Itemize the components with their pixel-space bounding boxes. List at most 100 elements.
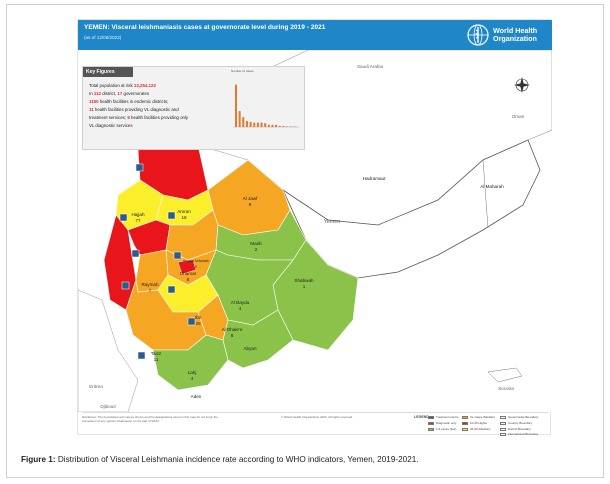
label-al-jawf-value: 9 <box>249 202 252 207</box>
label-hajjah: Hajjah <box>131 212 144 217</box>
key-figure-facilities: 1150 health facilities in endemic distri… <box>89 99 168 104</box>
label-eritrea: Eritrea <box>89 384 103 389</box>
key-figures-title: Key Figures <box>83 67 133 77</box>
chart-bar <box>242 117 245 127</box>
legend-label: 1-9 cases (low) <box>436 427 457 431</box>
label-aden: Aden <box>191 394 202 399</box>
label-oman: Oman <box>512 114 525 119</box>
legend-label: Treatment centre <box>436 415 459 419</box>
treatment-centre-icon <box>131 249 140 258</box>
key-figure-districts: In 112 district, 17 governorates <box>89 91 149 96</box>
key-figure-population: Total population at risk 13,254,122 <box>89 83 156 88</box>
label-saudi-arabia: Saudi Arabia <box>357 64 383 69</box>
label-dhamar-value: 8 <box>187 277 190 282</box>
label-al-bayda-value: 4 <box>239 306 242 311</box>
legend-item: District Boundary <box>500 427 531 431</box>
label-taizz: Taizz <box>151 351 162 356</box>
caption-label: Figure 1: <box>21 455 56 464</box>
chart-bar <box>275 124 278 127</box>
legend-item: VL cases (Median) <box>462 415 495 419</box>
treatment-centre-icon <box>167 285 176 294</box>
label-taizz-value: 11 <box>154 357 159 362</box>
legend-swatch <box>462 415 468 419</box>
compass-icon <box>514 77 530 93</box>
legend-label: Country Boundary <box>508 421 533 425</box>
chart-bar <box>293 126 296 127</box>
legend-label: 26-60 (Median) <box>470 427 491 431</box>
key-figure-governorates-value: 17 <box>117 91 123 96</box>
legend-swatch <box>462 421 468 425</box>
eritrea-djibouti-area <box>78 289 139 412</box>
chart-bar <box>271 124 274 127</box>
region-labels: Saudi Arabia Oman Yemen Al Jawf 9 Amran … <box>89 64 524 409</box>
map-sheet: YEMEN: Visceral leishmaniasis cases at g… <box>77 19 552 436</box>
legend-item: Governorate Boundary <box>500 415 538 419</box>
label-al-bayda: Al Bayda <box>231 300 250 305</box>
treatment-centre-icon <box>173 251 182 260</box>
chart-bars <box>235 84 296 127</box>
label-al-jawf: Al Jawf <box>243 196 259 201</box>
chart-bar <box>286 126 289 127</box>
label-yemen: Yemen <box>324 219 341 225</box>
label-amanat: Amanat Al Asimah <box>183 259 209 263</box>
legend-item: International Boundary <box>500 432 538 436</box>
map-date: (as of 12/06/2022) <box>84 35 122 40</box>
legend-swatch <box>428 427 434 431</box>
legend-item: Country Boundary <box>500 421 532 425</box>
chart-bar <box>282 125 285 127</box>
key-figure-diagnostic-services: VL diagnostic services <box>89 123 133 128</box>
legend-swatch <box>500 421 506 425</box>
label-shabwah: Shabwah <box>294 278 314 283</box>
treatment-centre-icon <box>135 163 144 172</box>
legend-label: Governorate Boundary <box>508 415 539 419</box>
label-al-maharah: Al Maharah <box>480 184 504 189</box>
key-figure-vl-treatment-value: 11 <box>89 107 94 112</box>
label-abyan: Abyan <box>243 346 256 351</box>
label-socotra: Socotra <box>498 386 514 391</box>
chart-bar <box>256 122 259 127</box>
cases-chart-title: Number of cases <box>231 69 254 73</box>
legend-item: Treatment centre <box>428 415 459 419</box>
key-figure-vl-treatment: 11 health facilities providing VL diagno… <box>89 107 179 112</box>
who-emblem-icon <box>467 24 489 46</box>
label-al-dhalee-value: 8 <box>231 333 234 338</box>
key-figure-districts-prefix: In <box>89 91 93 96</box>
key-figure-treatment-services: treatment services; <box>89 115 127 120</box>
treatment-centre-icon <box>187 317 196 326</box>
footer-copyright: © World Health Organization 2022. All ri… <box>280 415 354 419</box>
label-lahj-value: 4 <box>191 376 194 381</box>
legend-label: Diagnostic only <box>436 421 457 425</box>
chart-bar <box>235 84 238 127</box>
treatment-centre-icon <box>137 351 146 360</box>
chart-bar <box>253 122 256 127</box>
label-marib-value: 2 <box>255 247 258 252</box>
legend-swatch <box>500 432 506 436</box>
legend-label: VL cases (Median) <box>470 415 495 419</box>
legend-label: 10-25 Higher <box>470 421 488 425</box>
label-amran-value: 18 <box>181 215 187 220</box>
region-abyan <box>222 309 294 369</box>
legend-title: LEGEND <box>414 415 429 419</box>
map-title: YEMEN: Visceral leishmaniasis cases at g… <box>84 24 326 31</box>
chart-bar <box>249 122 252 127</box>
key-figure-districts-value: 112 <box>93 91 101 96</box>
key-figures-panel: Key Figures Total population at risk 13,… <box>82 66 305 150</box>
label-amran: Amran <box>177 209 191 214</box>
label-djibouti: Djibouti <box>100 404 115 409</box>
legend: LEGEND Treatment centre Diagnostic only … <box>414 413 548 436</box>
legend-item: 1-9 cases (low) <box>428 427 456 431</box>
legend-swatch <box>500 427 506 431</box>
figure-caption: Figure 1: Distribution of Visceral Leish… <box>21 455 419 464</box>
key-figure-governorates-label: governorates <box>123 91 150 96</box>
label-amanat-value: 8 <box>195 265 197 269</box>
region-amanat-al-asimah <box>177 259 197 275</box>
legend-label: District Boundary <box>508 427 531 431</box>
maharah-boundary <box>482 159 489 229</box>
legend-swatch <box>428 421 434 425</box>
treatment-centre-icon <box>167 211 176 220</box>
key-figure-districts-label: district, <box>102 91 117 96</box>
key-figure-vl-diagnostic: treatment services; 6 health facilities … <box>89 115 188 120</box>
who-name: World Health Organization <box>493 27 537 43</box>
label-raymah: Raymah <box>141 282 159 287</box>
legend-swatch <box>500 415 506 419</box>
